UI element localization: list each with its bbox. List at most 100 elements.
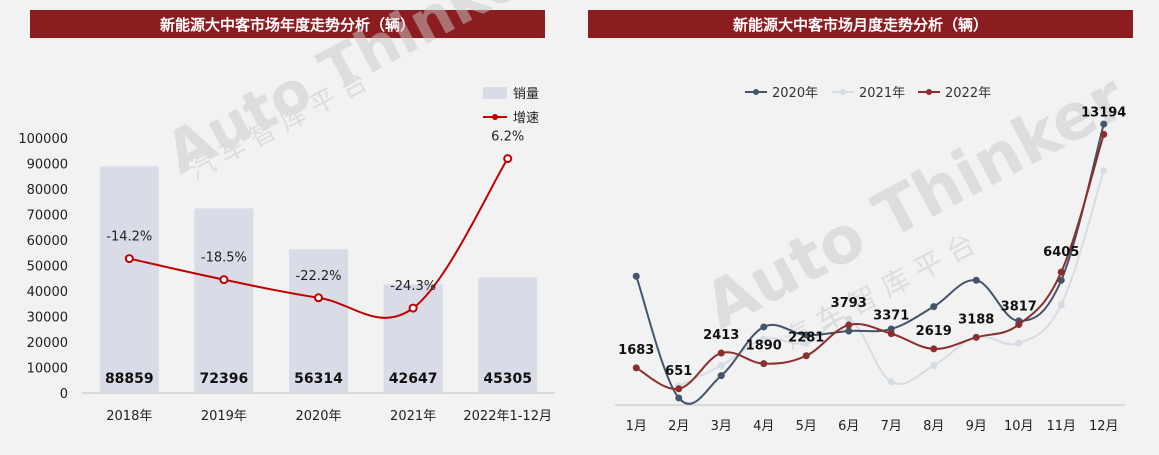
legend-marker [840,89,846,95]
series-point [760,335,768,343]
series-point [675,394,683,402]
y-tick-label: 10000 [27,362,68,377]
series-point [1057,301,1065,309]
x-tick-label: 2018年 [106,409,152,424]
series-point [802,331,810,339]
legend-swatch-sales [483,87,507,99]
series-point [845,327,853,335]
data-label: 3817 [1001,300,1037,315]
y-tick-label: 70000 [27,209,68,224]
series-point [760,360,768,368]
right-chart-title: 新能源大中客市场月度走势分析（辆） [588,10,1133,38]
legend-label-sales: 销量 [513,87,539,102]
series-point [845,321,853,329]
y-tick-label: 80000 [27,183,68,198]
sales-bar-value-label: 42647 [389,371,438,387]
data-label: 1890 [746,339,782,354]
growth-data-label: -22.2% [296,269,342,284]
growth-line [129,158,509,319]
growth-data-label: -18.5% [201,251,247,266]
growth-point [503,154,513,164]
series-point [802,339,810,347]
y-tick-label: 30000 [27,311,68,326]
legend-label: 2020年 [772,86,818,101]
x-tick-label: 1月 [626,419,647,434]
sales-bar-value-label: 56314 [294,371,343,387]
watermark-brand-right: Auto Thinker [693,61,1138,345]
series-point [972,333,980,341]
sales-bar [194,208,254,393]
series-point [1100,130,1108,138]
data-label: 3793 [831,296,867,311]
legend-label: 2021年 [859,86,905,101]
growth-point [314,293,323,303]
data-label: 2281 [788,331,824,346]
growth-data-label: -14.2% [106,230,152,245]
y-tick-label: 50000 [27,260,68,275]
series-point [972,276,980,284]
y-tick-label: 40000 [27,285,68,300]
data-label: 1683 [618,343,654,358]
x-tick-label: 7月 [881,419,902,434]
series-point [930,361,938,369]
growth-point [219,275,229,285]
x-tick-label: 5月 [796,419,817,434]
x-tick-label: 8月 [923,419,944,434]
sales-bar [478,277,538,393]
series-point [1100,167,1108,175]
legend-label: 2022年 [945,86,991,101]
series-point [1057,276,1065,284]
data-label: 651 [665,364,692,379]
legend-marker [753,89,759,95]
x-tick-label: 4月 [753,419,774,434]
left-chart-title: 新能源大中客市场年度走势分析（辆） [30,10,545,38]
x-tick-label: 2021年 [390,409,436,424]
data-label: 2413 [703,328,739,343]
y-tick-label: 90000 [27,158,68,173]
x-tick-label: 2月 [668,419,689,434]
sales-bar [99,166,159,393]
y-tick-label: 0 [60,387,68,402]
series-point [1100,120,1108,128]
series-point [717,349,725,357]
series-point [1015,339,1023,347]
series-point [845,315,853,323]
sales-bar [383,284,443,393]
x-tick-label: 6月 [838,419,859,434]
series-point [887,330,895,338]
series-point [930,303,938,311]
series-point [632,364,640,372]
x-tick-label: 10月 [1004,419,1034,434]
y-tick-label: 100000 [18,132,68,147]
monthly-chart: 1月 2月 3月 4月 5月 6月 7月 8月 9月 10月 11月 12月 1683 651 2413 18… [615,86,1126,434]
growth-point [124,254,134,264]
data-label: 3188 [958,312,994,327]
legend-label-growth: 增速 [513,111,539,126]
series-point [717,372,725,380]
series-point [1015,321,1023,329]
y-tick-label: 20000 [27,336,68,351]
series-point [675,385,683,393]
legend-marker-growth [492,114,498,120]
data-label: 3371 [873,309,909,324]
x-tick-label: 2022年1-12月 [463,409,552,424]
series-point [887,378,895,386]
series-point [930,345,938,353]
series-line [635,123,1105,405]
series-point [632,272,640,280]
growth-data-label: 6.2% [491,130,524,145]
series-point [760,323,768,331]
sales-bar-value-label: 72396 [200,371,249,387]
x-tick-label: 9月 [966,419,987,434]
data-label: 6405 [1043,245,1079,260]
data-label: 13194 [1081,105,1126,120]
growth-data-label: -24.3% [390,279,436,294]
data-label: 2619 [916,324,952,339]
x-tick-label: 11月 [1046,419,1076,434]
growth-point [408,303,418,313]
x-tick-label: 3月 [711,419,732,434]
series-point [802,352,810,360]
x-tick-label: 12月 [1089,419,1119,434]
x-tick-label: 2020年 [295,409,341,424]
